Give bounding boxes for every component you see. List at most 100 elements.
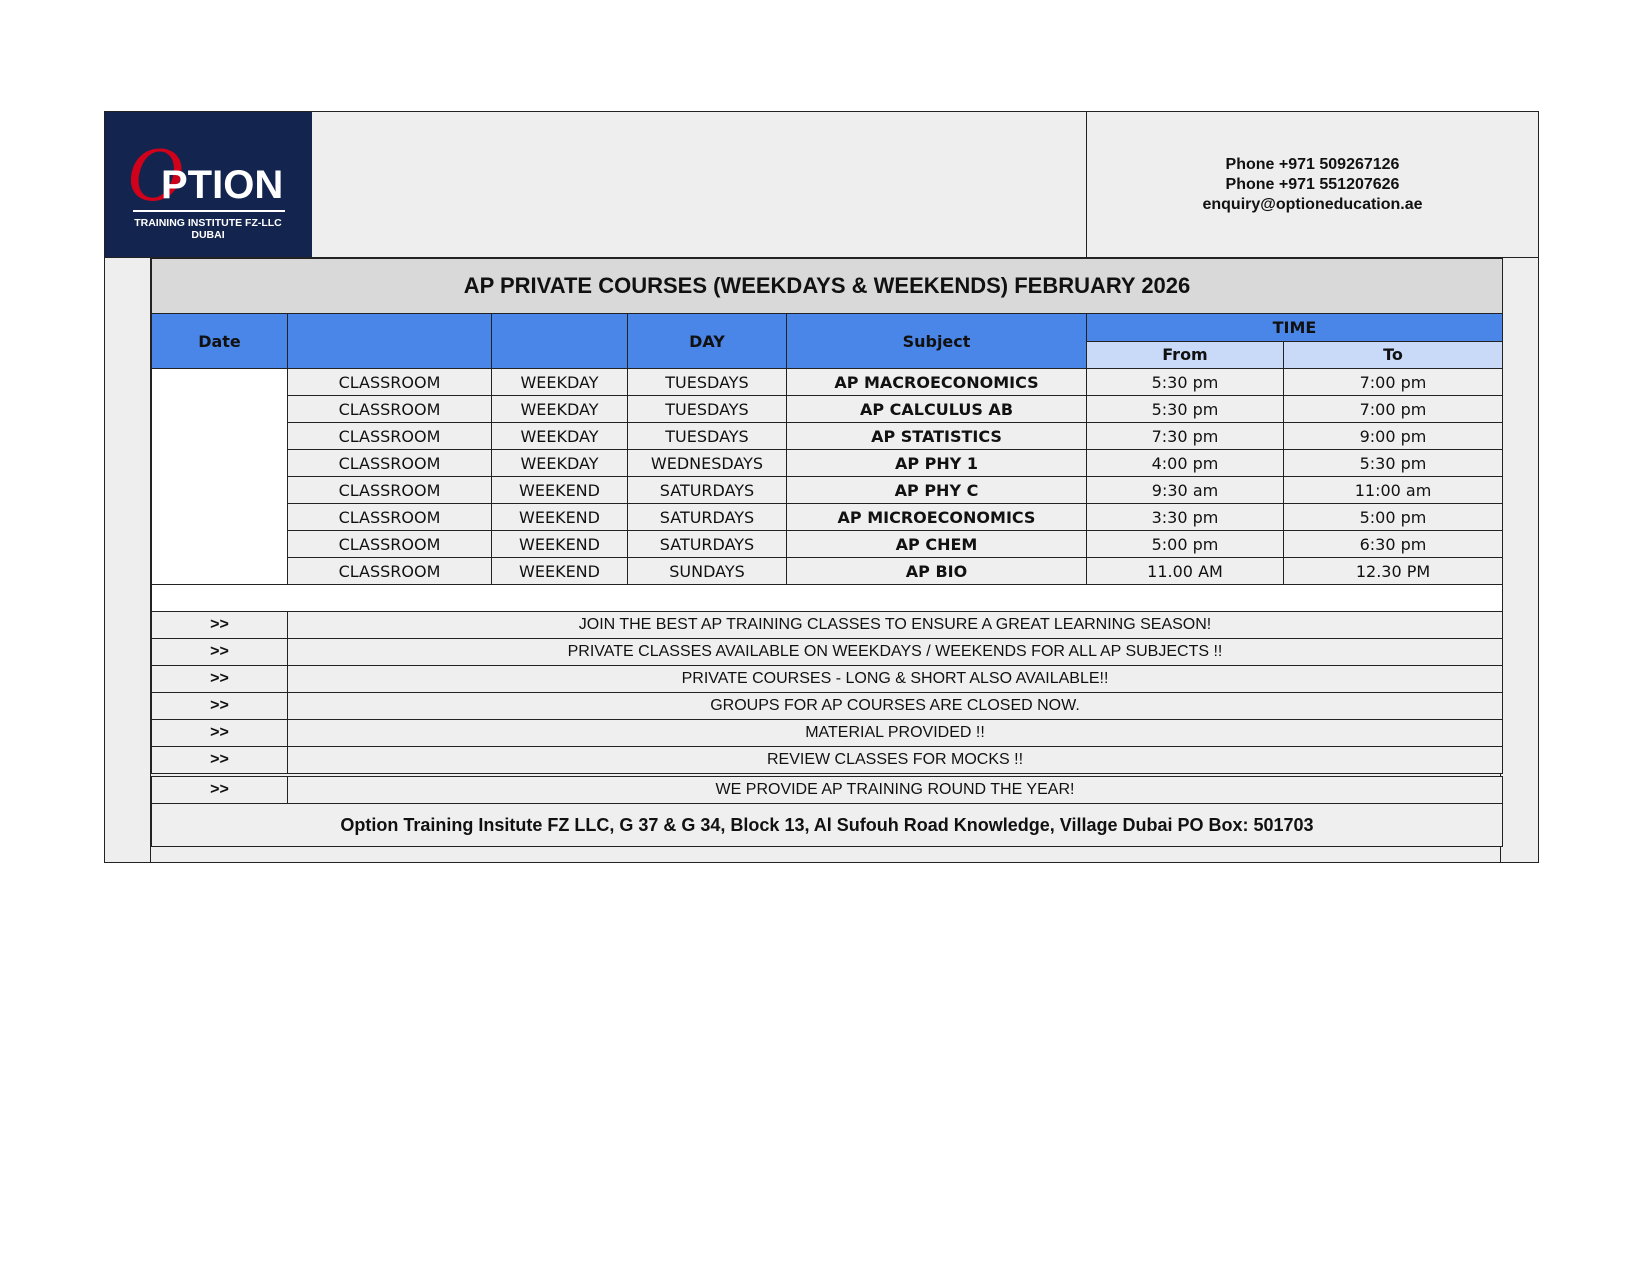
from-time-cell: 9:30 am — [1086, 476, 1284, 504]
note-text: MATERIAL PROVIDED !! — [287, 719, 1503, 747]
to-time-cell: 12.30 PM — [1283, 557, 1503, 585]
mode-cell: CLASSROOM — [287, 395, 492, 423]
period-cell: WEEKDAY — [491, 449, 628, 477]
day-cell: SATURDAYS — [627, 476, 787, 504]
note-text: JOIN THE BEST AP TRAINING CLASSES TO ENS… — [287, 611, 1503, 639]
note-text: REVIEW CLASSES FOR MOCKS !! — [287, 746, 1503, 776]
header-blank-panel — [312, 112, 1086, 257]
day-cell: TUESDAYS — [627, 368, 787, 396]
table-row: CLASSROOM WEEKDAY TUESDAYS AP CALCULUS AB 5:… — [152, 395, 1503, 423]
header-time: TIME — [1086, 313, 1503, 342]
note-row: >> JOIN THE BEST AP TRAINING CLASSES TO E… — [151, 611, 1503, 639]
mode-cell: CLASSROOM — [287, 449, 492, 477]
day-cell: WEDNESDAYS — [627, 449, 787, 477]
mode-cell: CLASSROOM — [287, 530, 492, 558]
period-cell: WEEKDAY — [491, 395, 628, 423]
note-text: PRIVATE COURSES - LONG & SHORT ALSO AVAI… — [287, 665, 1503, 693]
to-time-cell: 6:30 pm — [1283, 530, 1503, 558]
note-marker: >> — [151, 719, 288, 747]
subject-cell: AP CALCULUS AB — [786, 395, 1087, 423]
course-table: AP PRIVATE COURSES (WEEKDAYS & WEEKENDS)… — [151, 258, 1503, 847]
svg-text:PTION: PTION — [161, 163, 283, 207]
note-marker: >> — [151, 692, 288, 720]
footer-address: Option Training Insitute FZ LLC, G 37 & … — [151, 803, 1503, 847]
svg-text:TRAINING INSTITUTE FZ-LLC: TRAINING INSTITUTE FZ-LLC — [134, 217, 282, 229]
option-logo: O PTION TRAINING INSTITUTE FZ-LLC DUBAI — [105, 112, 312, 257]
from-time-cell: 7:30 pm — [1086, 422, 1284, 450]
day-cell: SATURDAYS — [627, 530, 787, 558]
phone-2: Phone +971 551207626 — [1225, 175, 1400, 193]
header-to: To — [1283, 340, 1503, 369]
to-time-cell: 5:00 pm — [1283, 503, 1503, 531]
period-cell: WEEKEND — [491, 530, 628, 558]
note-row: >> REVIEW CLASSES FOR MOCKS !! — [151, 746, 1503, 776]
schedule-sheet: O PTION TRAINING INSTITUTE FZ-LLC DUBAI … — [104, 111, 1539, 863]
subject-cell: AP PHY C — [786, 476, 1087, 504]
to-time-cell: 11:00 am — [1283, 476, 1503, 504]
subject-cell: AP MICROECONOMICS — [786, 503, 1087, 531]
from-time-cell: 4:00 pm — [1086, 449, 1284, 477]
note-row: >> WE PROVIDE AP TRAINING ROUND THE YEAR! — [151, 773, 1503, 804]
contact-info: Phone +971 509267126 Phone +971 55120762… — [1086, 112, 1538, 257]
mode-cell: CLASSROOM — [287, 557, 492, 585]
page-title: AP PRIVATE COURSES (WEEKDAYS & WEEKENDS)… — [151, 258, 1503, 314]
header-from: From — [1086, 340, 1284, 369]
header-subject: Subject — [786, 313, 1087, 369]
mode-cell: CLASSROOM — [287, 422, 492, 450]
period-cell: WEEKEND — [491, 503, 628, 531]
svg-text:DUBAI: DUBAI — [191, 229, 224, 241]
phone-1: Phone +971 509267126 — [1225, 155, 1400, 173]
to-time-cell: 7:00 pm — [1283, 368, 1503, 396]
svg-text:O: O — [127, 130, 183, 217]
spacer-row — [151, 584, 1503, 612]
day-cell: SATURDAYS — [627, 503, 787, 531]
note-text: WE PROVIDE AP TRAINING ROUND THE YEAR! — [287, 773, 1503, 804]
table-row: CLASSROOM WEEKEND SATURDAYS AP CHEM 5:00 pm 6… — [152, 530, 1503, 558]
mode-cell: CLASSROOM — [287, 368, 492, 396]
from-time-cell: 5:00 pm — [1086, 530, 1284, 558]
mode-cell: CLASSROOM — [287, 503, 492, 531]
note-marker: >> — [151, 773, 288, 804]
to-time-cell: 5:30 pm — [1283, 449, 1503, 477]
table-row: CLASSROOM WEEKEND SATURDAYS AP PHY C 9:30 am… — [152, 476, 1503, 504]
to-time-cell: 9:00 pm — [1283, 422, 1503, 450]
mode-cell: CLASSROOM — [287, 476, 492, 504]
note-marker: >> — [151, 746, 288, 776]
from-time-cell: 3:30 pm — [1086, 503, 1284, 531]
subject-cell: AP MACROECONOMICS — [786, 368, 1087, 396]
note-marker: >> — [151, 638, 288, 666]
period-cell: WEEKDAY — [491, 368, 628, 396]
header-band: O PTION TRAINING INSTITUTE FZ-LLC DUBAI … — [105, 112, 1538, 258]
note-row: >> PRIVATE CLASSES AVAILABLE ON WEEKDAYS … — [151, 638, 1503, 666]
period-cell: WEEKEND — [491, 476, 628, 504]
header-date: Date — [151, 313, 288, 369]
right-gutter — [1500, 258, 1538, 862]
note-marker: >> — [151, 665, 288, 693]
table-row: CLASSROOM WEEKDAY WEDNESDAYS AP PHY 1 4:00 p… — [152, 449, 1503, 477]
note-text: GROUPS FOR AP COURSES ARE CLOSED NOW. — [287, 692, 1503, 720]
subject-cell: AP STATISTICS — [786, 422, 1087, 450]
note-text: PRIVATE CLASSES AVAILABLE ON WEEKDAYS / … — [287, 638, 1503, 666]
header-mode — [287, 313, 492, 369]
left-gutter — [105, 258, 151, 862]
note-row: >> MATERIAL PROVIDED !! — [151, 719, 1503, 747]
table-row: CLASSROOM WEEKEND SUNDAYS AP BIO 11.00 AM 12.… — [152, 557, 1503, 585]
header-period — [491, 313, 628, 369]
day-cell: SUNDAYS — [627, 557, 787, 585]
table-row: CLASSROOM WEEKDAY TUESDAYS AP MACROECONOMIC… — [151, 368, 1503, 585]
date-cell — [151, 368, 288, 585]
note-row: >> GROUPS FOR AP COURSES ARE CLOSED NOW. — [151, 692, 1503, 720]
note-row: >> PRIVATE COURSES - LONG & SHORT ALSO AV… — [151, 665, 1503, 693]
subject-cell: AP CHEM — [786, 530, 1087, 558]
table-row: CLASSROOM WEEKEND SATURDAYS AP MICROECONOMI… — [152, 503, 1503, 531]
from-time-cell: 11.00 AM — [1086, 557, 1284, 585]
day-cell: TUESDAYS — [627, 395, 787, 423]
period-cell: WEEKEND — [491, 557, 628, 585]
day-cell: TUESDAYS — [627, 422, 787, 450]
email-link[interactable]: enquiry@optioneducation.ae — [1202, 195, 1423, 213]
subject-cell: AP BIO — [786, 557, 1087, 585]
from-time-cell: 5:30 pm — [1086, 395, 1284, 423]
note-marker: >> — [151, 611, 288, 639]
header-day: DAY — [627, 313, 787, 369]
period-cell: WEEKDAY — [491, 422, 628, 450]
